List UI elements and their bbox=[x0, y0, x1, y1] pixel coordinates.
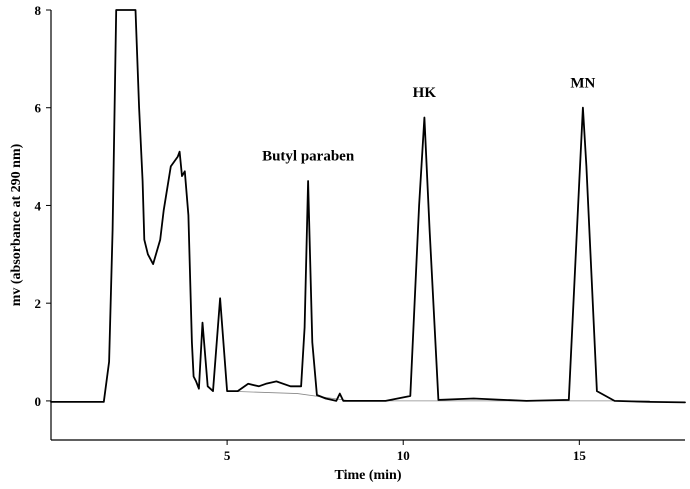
y-tick-label: 0 bbox=[35, 394, 42, 409]
y-axis-title: mv (absorbance at 290 nm) bbox=[9, 143, 24, 306]
x-axis-title: Time (min) bbox=[334, 468, 401, 483]
ticks: 0 2 4 6 8 5 10 15 bbox=[35, 3, 587, 463]
x-tick-label: 15 bbox=[573, 448, 587, 463]
peak-labels: Butyl paraben HK MN bbox=[262, 75, 595, 164]
y-tick-label: 2 bbox=[35, 296, 42, 311]
y-tick-label: 8 bbox=[35, 3, 42, 18]
peak-label: MN bbox=[570, 75, 595, 91]
peak-label: Butyl paraben bbox=[262, 149, 355, 165]
y-tick-label: 4 bbox=[35, 198, 42, 213]
x-tick-label: 10 bbox=[397, 448, 410, 463]
chromatogram-trace bbox=[50, 9, 686, 404]
peak-label: HK bbox=[413, 85, 437, 101]
y-tick-label: 6 bbox=[35, 101, 42, 116]
x-tick-label: 5 bbox=[224, 448, 231, 463]
